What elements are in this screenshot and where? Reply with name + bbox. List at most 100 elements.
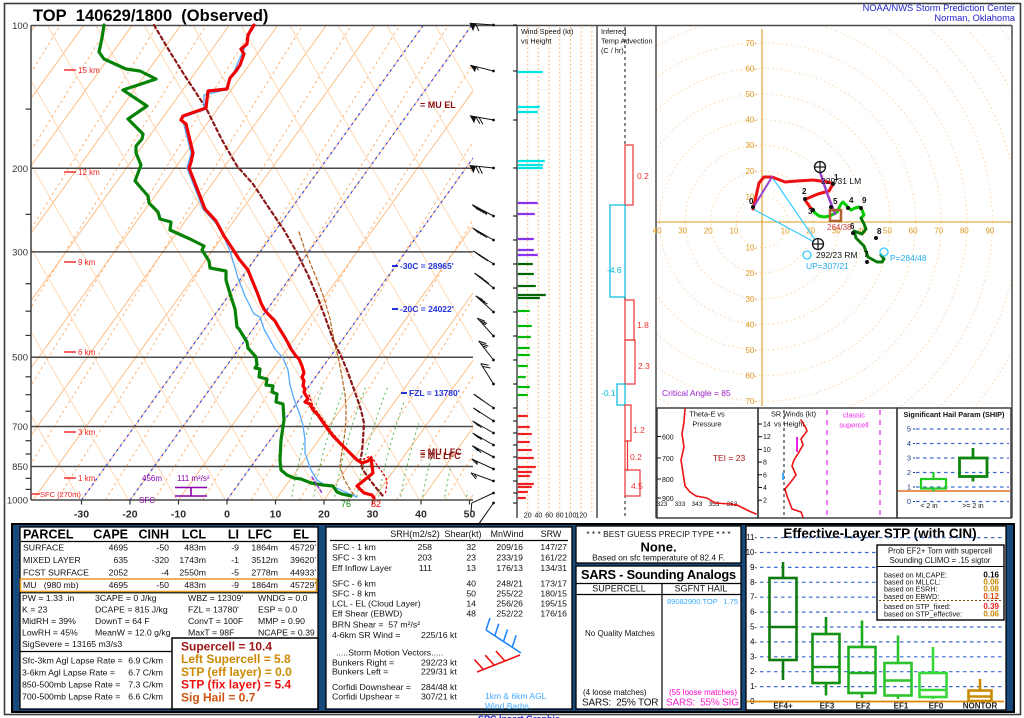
svg-text:P=284/48: P=284/48 [890, 253, 927, 263]
svg-text:10-: 10- [745, 192, 757, 201]
svg-text:40-: 40- [745, 116, 757, 125]
svg-text:based on MLCAPE:: based on MLCAPE: [884, 571, 947, 580]
svg-text:WNDG = 0.0: WNDG = 0.0 [258, 593, 308, 603]
svg-text:292/23 RM: 292/23 RM [816, 250, 858, 260]
svg-text:456m: 456m [142, 474, 162, 483]
svg-text:K = 23: K = 23 [22, 605, 48, 615]
svg-text:DCAPE = 815 J/kg: DCAPE = 815 J/kg [95, 605, 168, 615]
svg-text:264/38: 264/38 [827, 223, 852, 232]
svg-text:based on EBWD:: based on EBWD: [884, 592, 939, 601]
svg-text:Pressure: Pressure [692, 420, 721, 429]
svg-text:3: 3 [907, 454, 911, 463]
svg-text:100: 100 [12, 21, 28, 32]
svg-text:45729': 45729' [290, 543, 316, 553]
svg-text:= MU LFC: = MU LFC [420, 447, 462, 457]
svg-text:2052: 2052 [109, 568, 128, 578]
svg-text:0.12: 0.12 [983, 592, 999, 601]
svg-text:7: 7 [864, 250, 869, 259]
svg-text:Bunkers Right =: Bunkers Right = [332, 658, 394, 668]
svg-text:229/31 kt: 229/31 kt [421, 667, 457, 677]
svg-text:0.06: 0.06 [983, 610, 999, 619]
svg-text:-50: -50 [156, 580, 169, 590]
svg-text:Corfidi Downshear =: Corfidi Downshear = [332, 682, 411, 692]
svg-text:4-6km SR Wind =: 4-6km SR Wind = [332, 630, 400, 640]
svg-text:15 km: 15 km [78, 66, 100, 75]
svg-text:30: 30 [832, 227, 841, 236]
svg-text:2778m: 2778m [251, 568, 278, 578]
svg-text:323: 323 [657, 501, 668, 508]
svg-text:0.2: 0.2 [630, 452, 642, 462]
svg-text:based on MLLCL:: based on MLLCL: [884, 578, 941, 587]
svg-text:80: 80 [556, 513, 564, 520]
svg-text:< 2 in: < 2 in [920, 503, 937, 510]
svg-text:82: 82 [371, 499, 381, 509]
svg-text:60-: 60- [745, 64, 757, 73]
svg-text:6: 6 [763, 472, 767, 479]
svg-text:40: 40 [415, 509, 427, 521]
svg-text:SURFACE: SURFACE [23, 543, 64, 553]
svg-text:13: 13 [466, 563, 476, 573]
svg-text:SARS: 25% TOR: SARS: 25% TOR [582, 698, 658, 709]
svg-text:None.: None. [640, 540, 676, 555]
svg-text:209/16: 209/16 [496, 542, 523, 552]
svg-text:NCAPE = 0.39: NCAPE = 0.39 [258, 628, 315, 638]
svg-text:4: 4 [849, 196, 854, 205]
svg-text:= ML LFC: = ML LFC [420, 451, 461, 461]
svg-text:vs Height: vs Height [521, 37, 551, 46]
svg-text:UP=307/21: UP=307/21 [806, 261, 849, 271]
svg-text:0: 0 [224, 509, 230, 521]
svg-text:1: 1 [907, 483, 911, 492]
svg-text:0.06: 0.06 [983, 578, 999, 587]
svg-text:-320: -320 [152, 555, 170, 565]
svg-text:5-: 5- [750, 623, 757, 632]
svg-text:483m: 483m [184, 580, 206, 590]
svg-text:EF3: EF3 [820, 702, 835, 711]
svg-text:-4.6: -4.6 [607, 265, 622, 275]
svg-text:89082900.TOP: 89082900.TOP [667, 597, 718, 606]
svg-text:6: 6 [850, 222, 855, 231]
svg-text:-4: -4 [161, 568, 169, 578]
svg-text:MMP = 0.90: MMP = 0.90 [258, 616, 305, 626]
svg-text:50: 50 [883, 227, 892, 236]
svg-text:4695: 4695 [109, 580, 128, 590]
svg-text:Theta-E vs: Theta-E vs [689, 410, 725, 419]
svg-text:SUPERCELL: SUPERCELL [592, 584, 646, 594]
svg-text:40: 40 [535, 513, 543, 520]
svg-text:20-: 20- [745, 269, 757, 278]
svg-text:SFC - 3 km: SFC - 3 km [332, 553, 376, 563]
svg-text:SFC - 1 km: SFC - 1 km [332, 542, 376, 552]
svg-text:-20: -20 [122, 509, 137, 521]
svg-text:LowRH = 45%: LowRH = 45% [22, 628, 78, 638]
svg-text:NOAA/NWS Storm Prediction Cent: NOAA/NWS Storm Prediction Center [863, 3, 1015, 13]
svg-text:3CAPE = 0 J/kg: 3CAPE = 0 J/kg [95, 593, 157, 603]
svg-text:40: 40 [653, 227, 662, 236]
svg-text:256/26: 256/26 [496, 599, 523, 609]
svg-text:76: 76 [341, 499, 351, 509]
svg-text:700-500mb Lapse Rate =: 700-500mb Lapse Rate = [22, 692, 120, 702]
svg-text:284/48 kt: 284/48 kt [421, 682, 457, 692]
svg-text:SR Winds (kt): SR Winds (kt) [771, 410, 816, 419]
svg-text:70-: 70- [745, 39, 757, 48]
svg-text:SRH(m2/s2): SRH(m2/s2) [390, 529, 440, 539]
svg-text:173/17: 173/17 [540, 579, 567, 589]
svg-text:-0.1: -0.1 [601, 388, 616, 398]
svg-text:20: 20 [806, 227, 815, 236]
svg-text:8: 8 [763, 460, 767, 467]
svg-text:700: 700 [662, 456, 674, 463]
svg-text:ESP = 0.0: ESP = 0.0 [258, 605, 297, 615]
svg-text:800: 800 [662, 477, 674, 484]
svg-text:30: 30 [367, 509, 379, 521]
svg-text:12: 12 [763, 434, 771, 441]
svg-text:30-: 30- [745, 141, 757, 150]
svg-text:176/13: 176/13 [496, 563, 523, 573]
svg-text:7-: 7- [750, 593, 757, 602]
svg-text:Wind Barbs: Wind Barbs [485, 701, 529, 711]
svg-text:LCL - EL (Cloud Layer): LCL - EL (Cloud Layer) [332, 599, 421, 609]
svg-text:Shear(kt): Shear(kt) [444, 529, 481, 539]
svg-text:LI: LI [228, 528, 239, 542]
svg-text:SigSevere = 13165 m3/s3: SigSevere = 13165 m3/s3 [22, 639, 122, 649]
svg-text:Sfc-3km Agl Lapse Rate =: Sfc-3km Agl Lapse Rate = [22, 656, 123, 666]
svg-text:EF4+: EF4+ [773, 702, 793, 711]
svg-text:4.5: 4.5 [631, 481, 643, 491]
svg-text:TOP 140629/1800 (Observed): TOP 140629/1800 (Observed) [33, 7, 268, 25]
